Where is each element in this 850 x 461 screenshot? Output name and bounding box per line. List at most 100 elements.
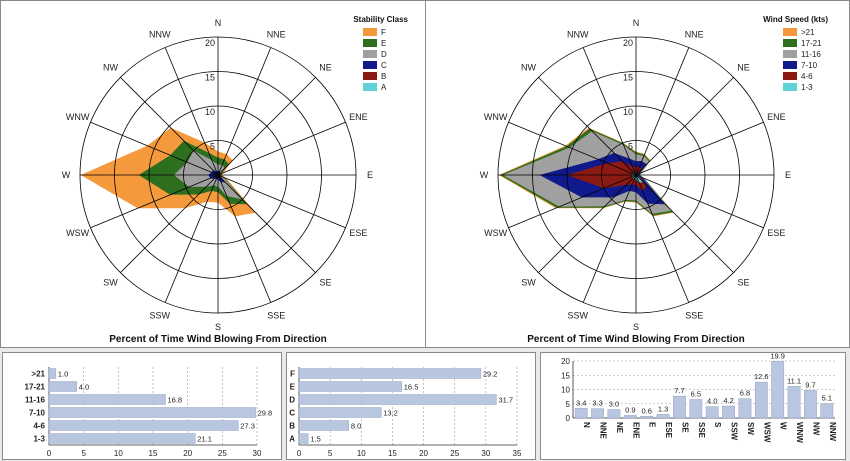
legend-label-11-16: 11-16 bbox=[801, 50, 821, 59]
x-tick-label: 15 bbox=[388, 449, 397, 458]
legend-label-c: C bbox=[381, 61, 387, 70]
category-label-ese: ESE bbox=[664, 422, 673, 439]
rose-direction-label: ESE bbox=[767, 228, 785, 238]
rose-direction-label: NW bbox=[521, 63, 536, 73]
bar-d bbox=[298, 394, 497, 405]
bar-a bbox=[298, 433, 309, 444]
bar-value-label: 29.8 bbox=[258, 409, 273, 418]
y-tick-label: 10 bbox=[561, 386, 570, 395]
y-tick-label: 15 bbox=[561, 371, 570, 380]
legend-title: Stability Class bbox=[353, 15, 408, 24]
legend-swatch-gt21 bbox=[783, 28, 797, 36]
rose-spoke bbox=[582, 174, 637, 303]
rose-direction-label: SSW bbox=[568, 310, 589, 320]
legend-swatch-f bbox=[363, 28, 377, 36]
bar-se bbox=[673, 395, 686, 419]
x-tick-label: 0 bbox=[297, 449, 302, 458]
rose-spoke bbox=[538, 77, 637, 176]
windspeed-rose-panel: N NNE NE ENE E ESE SE SSE S SSW SW WSW W WNW NW NNW 5 10 1… bbox=[425, 0, 850, 348]
rose-ring-label: 10 bbox=[205, 107, 215, 117]
rose-direction-label: WSW bbox=[66, 228, 89, 238]
bar-value-label: 7.7 bbox=[674, 386, 684, 395]
legend-label-d: D bbox=[381, 50, 387, 59]
stability-class-wind-rose: N NNE NE ENE E ESE SE SSE S SSW SW WSW W WNW NW NNW 5 10 1… bbox=[62, 15, 409, 345]
x-tick-label: 5 bbox=[81, 449, 86, 458]
bar-sw bbox=[738, 398, 752, 419]
legend-label-7-10: 7-10 bbox=[801, 61, 818, 70]
category-label-ne: NE bbox=[615, 422, 624, 434]
rose-spoke bbox=[217, 121, 346, 176]
bar-value-label: 6.5 bbox=[691, 390, 701, 399]
category-label-c: C bbox=[289, 409, 295, 418]
rose-direction-label: WSW bbox=[484, 228, 507, 238]
rose-direction-label: WNW bbox=[66, 112, 90, 122]
bar-value-label: 9.7 bbox=[805, 380, 815, 389]
rose-direction-label: E bbox=[785, 170, 791, 180]
rose-direction-label: ENE bbox=[349, 112, 368, 122]
x-tick-label: 20 bbox=[183, 449, 192, 458]
legend-swatch-4-6 bbox=[783, 72, 797, 80]
rose-direction-label: SSE bbox=[267, 310, 285, 320]
rose-direction-label: NE bbox=[319, 63, 332, 73]
x-tick-label: 25 bbox=[450, 449, 459, 458]
rose-spoke bbox=[635, 174, 734, 273]
category-label-se: SE bbox=[680, 422, 689, 433]
category-label-w: W bbox=[779, 422, 788, 430]
legend-label-a: A bbox=[381, 83, 387, 92]
rose-spoke bbox=[164, 174, 219, 303]
legend-label-4-6: 4-6 bbox=[801, 72, 813, 81]
bar-value-label: 1.5 bbox=[310, 435, 320, 444]
legend-swatch-b bbox=[363, 72, 377, 80]
x-tick-label: 10 bbox=[114, 449, 123, 458]
rose-direction-label: NW bbox=[103, 63, 118, 73]
category-label-4-6: 4-6 bbox=[33, 422, 45, 431]
category-label-ssw: SSW bbox=[730, 422, 739, 441]
x-tick-label: 30 bbox=[481, 449, 490, 458]
rose-spoke bbox=[635, 121, 764, 176]
legend-swatch-7-10 bbox=[783, 61, 797, 69]
bar-nne bbox=[591, 408, 604, 419]
category-label-sse: SSE bbox=[697, 422, 706, 439]
rose-spoke bbox=[217, 77, 316, 176]
bar-value-label: 19.9 bbox=[770, 353, 785, 360]
stability-class-frequency-bar-chart: 0 5 10 15 20 25 30 35 F 29.2 E 16.5 D 31.7 C 13.2 B 8.0 A 1… bbox=[289, 367, 522, 458]
legend-swatch-11-16 bbox=[783, 50, 797, 58]
rose-direction-label: NNW bbox=[149, 30, 171, 40]
rose-ring-label: 10 bbox=[623, 107, 633, 117]
category-label-7-10: 7-10 bbox=[29, 409, 46, 418]
direction-bar-panel: 0 5 10 15 20 3.4 N 3.3 NNE 3.0 NE 0.9 ENE 0.6 E 1.3 ESE 7… bbox=[540, 352, 846, 460]
bar-value-label: 6.8 bbox=[740, 389, 750, 398]
rose-direction-label: NE bbox=[737, 63, 750, 73]
bar-f bbox=[298, 368, 482, 379]
rose-ring-label: 20 bbox=[205, 38, 215, 48]
rose-spoke bbox=[508, 121, 637, 176]
bar-value-label: 16.5 bbox=[404, 383, 419, 392]
rose-direction-label: SW bbox=[103, 278, 118, 288]
category-label-nnw: NNW bbox=[828, 422, 837, 442]
bar-11-16 bbox=[48, 394, 166, 405]
legend-label-1-3: 1-3 bbox=[801, 83, 813, 92]
bar-value-label: 1.3 bbox=[658, 404, 668, 413]
bar-value-label: 12.6 bbox=[754, 372, 769, 381]
x-tick-label: 35 bbox=[513, 449, 522, 458]
bar-sse bbox=[689, 399, 703, 419]
category-label-s: S bbox=[713, 422, 722, 428]
bar-value-label: 0.9 bbox=[625, 405, 635, 414]
bar-gt21 bbox=[48, 368, 57, 379]
category-label-sw: SW bbox=[746, 422, 755, 435]
rose-direction-label: WNW bbox=[484, 112, 508, 122]
bar-4-6 bbox=[48, 420, 239, 431]
category-label-17-21: 17-21 bbox=[25, 383, 46, 392]
rose-direction-label: SE bbox=[319, 278, 331, 288]
windspeed-bar-panel: 0 5 10 15 20 25 30 >21 1.0 17-21 4.0 11-16 16.8 7-10 2… bbox=[2, 352, 282, 460]
bar-w bbox=[771, 361, 785, 419]
y-tick-label: 5 bbox=[566, 400, 571, 409]
rose-ring-label: 15 bbox=[205, 73, 215, 83]
category-label-a: A bbox=[289, 435, 295, 444]
bar-value-label: 4.2 bbox=[723, 396, 733, 405]
x-tick-label: 5 bbox=[328, 449, 333, 458]
legend-swatch-17-21 bbox=[783, 39, 797, 47]
rose-direction-label: E bbox=[367, 170, 373, 180]
category-label-1-3: 1-3 bbox=[33, 435, 45, 444]
